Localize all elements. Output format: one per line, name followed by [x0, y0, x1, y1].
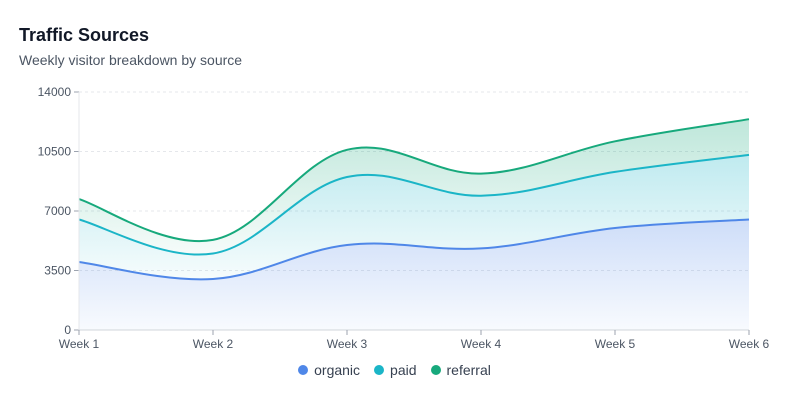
x-tick-label: Week 5	[595, 337, 636, 351]
legend-label: referral	[446, 362, 491, 378]
chart-subtitle: Weekly visitor breakdown by source	[19, 52, 243, 68]
x-tick-label: Week 2	[193, 337, 234, 351]
line-referral	[78, 118, 750, 243]
legend-dot-icon	[374, 365, 385, 375]
y-tick-label: 14000	[38, 85, 72, 99]
chart-legend: organic paid referral	[0, 362, 789, 378]
y-tick-label: 0	[64, 323, 71, 337]
line-layer	[78, 118, 750, 281]
area-paid	[79, 154, 749, 280]
legend-dot-icon	[430, 365, 441, 375]
y-tick-label: 3500	[44, 264, 71, 278]
x-tick-label: Week 6	[729, 337, 770, 351]
y-tick-label: 7000	[44, 204, 71, 218]
axis-layer: 0 3500 7000 10500 14000 Week 1 Week 2 Week 3 Wee…	[38, 85, 770, 351]
legend-item-organic[interactable]: organic	[298, 362, 360, 378]
legend-label: paid	[390, 362, 417, 378]
legend-item-paid[interactable]: paid	[374, 362, 417, 378]
x-tick-label: Week 3	[327, 337, 368, 351]
legend-item-referral[interactable]: referral	[430, 362, 491, 378]
legend-label: organic	[314, 362, 361, 378]
chart-title: Traffic Sources	[19, 25, 150, 45]
y-tick-label: 10500	[38, 145, 72, 159]
x-tick-label: Week 1	[59, 337, 100, 351]
x-tick-label: Week 4	[461, 337, 502, 351]
area-referral	[79, 119, 749, 255]
area-organic	[79, 219, 749, 330]
line-paid	[78, 153, 750, 256]
legend-dot-icon	[298, 365, 309, 375]
area-layer	[79, 119, 749, 330]
line-organic	[78, 218, 750, 281]
